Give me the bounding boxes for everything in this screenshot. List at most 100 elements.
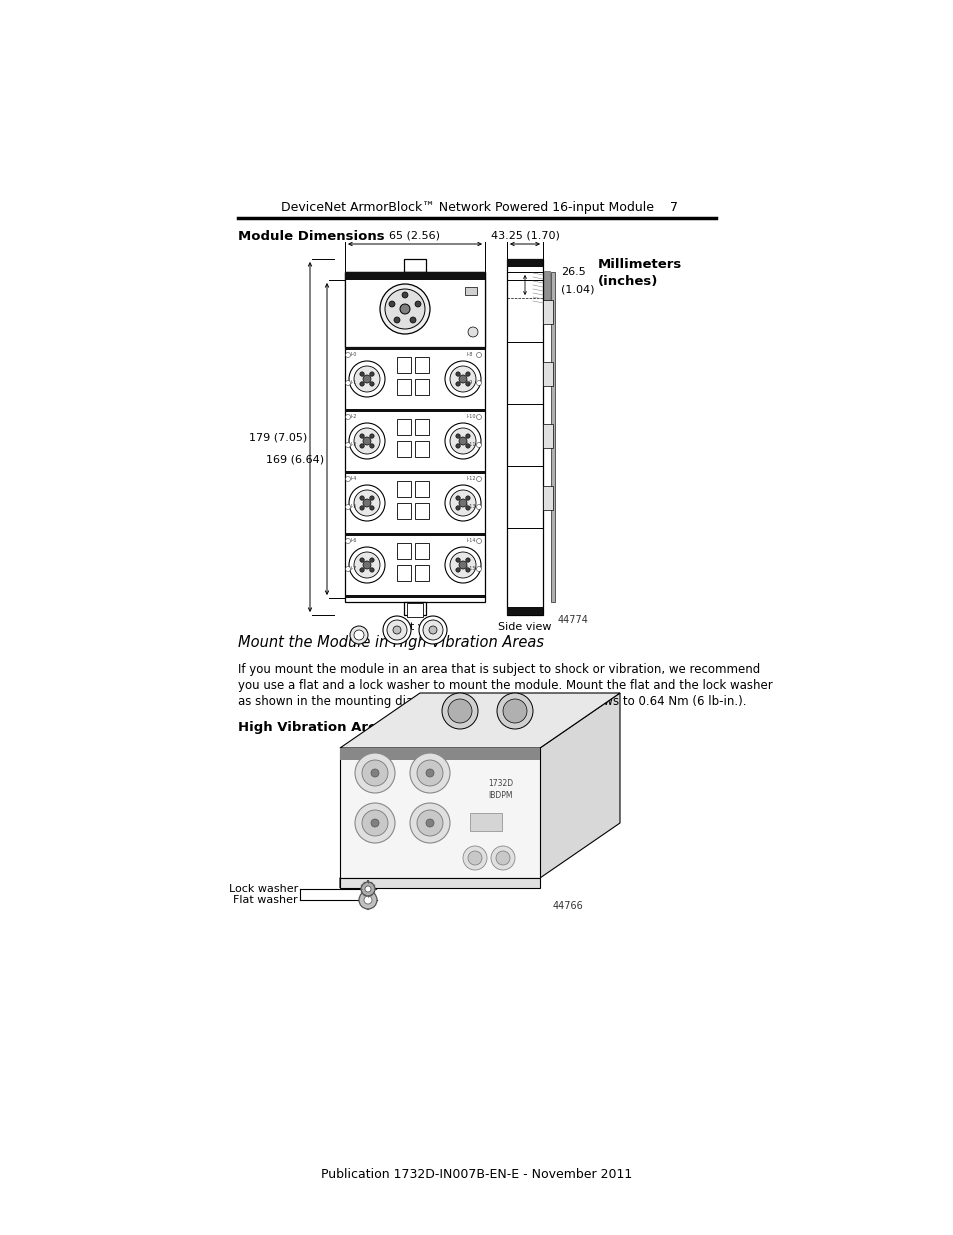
- Circle shape: [349, 547, 385, 583]
- Bar: [403, 259, 426, 272]
- Circle shape: [410, 753, 450, 793]
- Bar: [396, 419, 411, 435]
- Bar: [345, 534, 484, 536]
- Circle shape: [349, 361, 385, 396]
- Bar: [506, 259, 542, 615]
- Circle shape: [399, 304, 410, 314]
- Circle shape: [465, 506, 470, 510]
- Circle shape: [370, 433, 374, 438]
- Text: I-9: I-9: [467, 380, 473, 385]
- Circle shape: [363, 499, 371, 508]
- Text: 65 (2.56): 65 (2.56): [389, 230, 440, 240]
- Text: I-5: I-5: [351, 504, 357, 509]
- Text: you use a flat and a lock washer to mount the module. Mount the flat and the loc: you use a flat and a lock washer to moun…: [237, 678, 772, 692]
- Circle shape: [416, 810, 442, 836]
- Bar: [542, 362, 553, 387]
- Bar: [415, 480, 429, 496]
- Circle shape: [359, 506, 364, 510]
- Circle shape: [476, 477, 481, 482]
- Circle shape: [361, 760, 388, 785]
- Circle shape: [345, 380, 350, 385]
- Circle shape: [365, 885, 371, 892]
- Circle shape: [345, 477, 350, 482]
- Text: 43.25 (1.70): 43.25 (1.70): [490, 230, 558, 240]
- Circle shape: [465, 382, 470, 387]
- Text: DeviceNet ArmorBlock™ Network Powered 16-input Module    7: DeviceNet ArmorBlock™ Network Powered 16…: [281, 200, 678, 214]
- Circle shape: [349, 485, 385, 521]
- Text: I-3: I-3: [351, 442, 357, 447]
- Polygon shape: [339, 748, 539, 878]
- Bar: [396, 441, 411, 457]
- Bar: [506, 606, 542, 615]
- Circle shape: [359, 443, 364, 448]
- Circle shape: [456, 433, 459, 438]
- Text: IBDPM: IBDPM: [488, 790, 512, 800]
- Circle shape: [456, 558, 459, 562]
- Circle shape: [476, 505, 481, 510]
- Circle shape: [361, 810, 388, 836]
- Circle shape: [364, 897, 372, 904]
- Bar: [551, 272, 555, 601]
- Text: as shown in the mounting diagram. Torque the mounting screws to 0.64 Nm (6 lb-in: as shown in the mounting diagram. Torque…: [237, 694, 745, 708]
- Circle shape: [456, 382, 459, 387]
- Circle shape: [359, 372, 364, 377]
- Bar: [396, 543, 411, 559]
- Circle shape: [444, 424, 480, 459]
- Text: I-15: I-15: [467, 566, 476, 571]
- Text: 26.5: 26.5: [560, 267, 585, 277]
- Bar: [345, 272, 484, 347]
- Bar: [345, 471, 484, 474]
- Circle shape: [450, 490, 476, 516]
- Circle shape: [426, 769, 434, 777]
- Circle shape: [465, 372, 470, 377]
- Circle shape: [456, 568, 459, 572]
- Text: Millimeters: Millimeters: [598, 258, 681, 270]
- Bar: [415, 543, 429, 559]
- Bar: [543, 270, 550, 303]
- Circle shape: [363, 437, 371, 445]
- Text: 44766: 44766: [553, 902, 583, 911]
- Text: Publication 1732D-IN007B-EN-E - November 2011: Publication 1732D-IN007B-EN-E - November…: [321, 1168, 632, 1182]
- Bar: [415, 357, 429, 373]
- Circle shape: [345, 442, 350, 447]
- Circle shape: [476, 442, 481, 447]
- Bar: [396, 379, 411, 395]
- Circle shape: [422, 620, 442, 640]
- Bar: [415, 379, 429, 395]
- Circle shape: [458, 561, 467, 569]
- Circle shape: [468, 327, 477, 337]
- Bar: [396, 564, 411, 580]
- Circle shape: [465, 568, 470, 572]
- Bar: [415, 503, 429, 519]
- Circle shape: [415, 301, 420, 308]
- Circle shape: [416, 760, 442, 785]
- Circle shape: [476, 380, 481, 385]
- Bar: [415, 441, 429, 457]
- Circle shape: [496, 851, 510, 864]
- Circle shape: [363, 561, 371, 569]
- Circle shape: [371, 819, 378, 827]
- Bar: [470, 813, 501, 831]
- Circle shape: [359, 495, 364, 500]
- Circle shape: [370, 382, 374, 387]
- Text: I-11: I-11: [467, 442, 476, 447]
- Circle shape: [370, 506, 374, 510]
- Circle shape: [497, 693, 533, 729]
- Circle shape: [468, 851, 481, 864]
- Circle shape: [448, 699, 472, 722]
- Circle shape: [465, 495, 470, 500]
- Circle shape: [345, 538, 350, 543]
- Circle shape: [360, 882, 375, 897]
- Bar: [542, 300, 553, 324]
- Polygon shape: [339, 878, 539, 888]
- Circle shape: [354, 429, 379, 454]
- Bar: [407, 603, 422, 618]
- Bar: [345, 272, 484, 601]
- Text: Mount the Module in High Vibration Areas: Mount the Module in High Vibration Areas: [237, 636, 543, 651]
- Circle shape: [441, 693, 477, 729]
- Circle shape: [394, 317, 399, 324]
- Circle shape: [350, 626, 368, 643]
- Text: I-8: I-8: [467, 352, 473, 357]
- Circle shape: [345, 505, 350, 510]
- Circle shape: [462, 846, 486, 869]
